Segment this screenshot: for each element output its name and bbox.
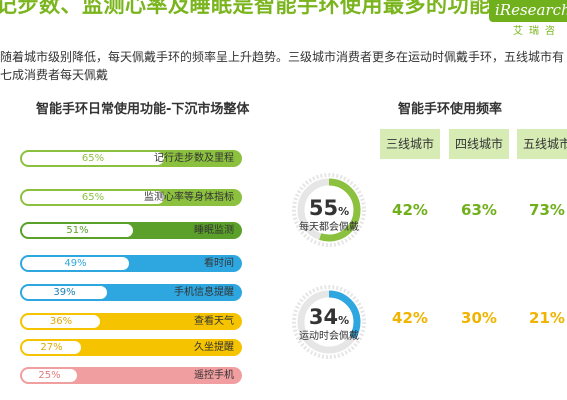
daily-tier5-value: 73%	[529, 201, 565, 219]
function-bar-label: 遥控手机	[194, 370, 234, 381]
function-bar: 39% 手机信息提醒	[20, 284, 242, 301]
city-header-tier4: 四线城市	[449, 129, 509, 159]
brand-logo-subtitle: 艾瑞咨	[513, 26, 561, 37]
function-bar-label: 手机信息提醒	[174, 287, 234, 298]
page-title: 记步数、监测心率及睡眠是智能手环使用最多的功能	[0, 0, 491, 17]
brand-logo: iResearch	[489, 0, 567, 22]
sport-wear-label: 34% 运动时会佩戴	[299, 305, 359, 342]
function-bar: 51% 睡眠监测	[20, 222, 242, 239]
function-bar: 25% 遥控手机	[20, 367, 242, 384]
sport-tier5-value: 21%	[529, 309, 565, 327]
function-bar-label: 看时间	[204, 258, 234, 269]
function-bar-percent: 65%	[22, 152, 164, 165]
function-bar-label: 查看天气	[194, 316, 234, 327]
daily-tier3-value: 42%	[392, 201, 428, 219]
function-bar-percent: 25%	[22, 369, 77, 382]
functions-title: 智能手环日常使用功能-下沉市场整体	[36, 102, 250, 117]
function-bar-percent: 27%	[22, 341, 81, 354]
function-bar-label: 监测心率等身体指标	[144, 192, 234, 203]
function-bar-label: 睡眠监测	[194, 225, 234, 236]
city-header-tier3: 三线城市	[380, 129, 440, 159]
function-bar: 65% 监测心率等身体指标	[20, 189, 242, 206]
function-bar: 27% 久坐提醒	[20, 339, 242, 356]
function-bar: 65% 记行走步数及里程	[20, 150, 242, 167]
city-header-tier5: 五线城市	[517, 129, 567, 159]
function-bar-percent: 49%	[22, 257, 129, 270]
daily-tier4-value: 63%	[461, 201, 497, 219]
sport-tier4-value: 30%	[461, 309, 497, 327]
sport-wear-ring	[292, 285, 366, 359]
function-bar: 49% 看时间	[20, 255, 242, 272]
intro-text: 随着城市级别降低，每天佩戴手环的频率呈上升趋势。三级城市消费者更多在运动时佩戴手…	[0, 50, 565, 82]
function-bar-label: 久坐提醒	[194, 342, 234, 353]
function-bar: 36% 查看天气	[20, 313, 242, 330]
daily-wear-label: 55% 每天都会佩戴	[299, 196, 359, 233]
sport-tier3-value: 42%	[392, 309, 428, 327]
function-bar-label: 记行走步数及里程	[154, 153, 234, 164]
function-bar-percent: 36%	[22, 315, 100, 328]
daily-wear-ring	[292, 173, 366, 247]
function-bar-percent: 39%	[22, 286, 107, 299]
frequency-title: 智能手环使用频率	[398, 102, 503, 117]
function-bar-percent: 51%	[22, 224, 133, 237]
function-bar-percent: 65%	[22, 191, 164, 204]
